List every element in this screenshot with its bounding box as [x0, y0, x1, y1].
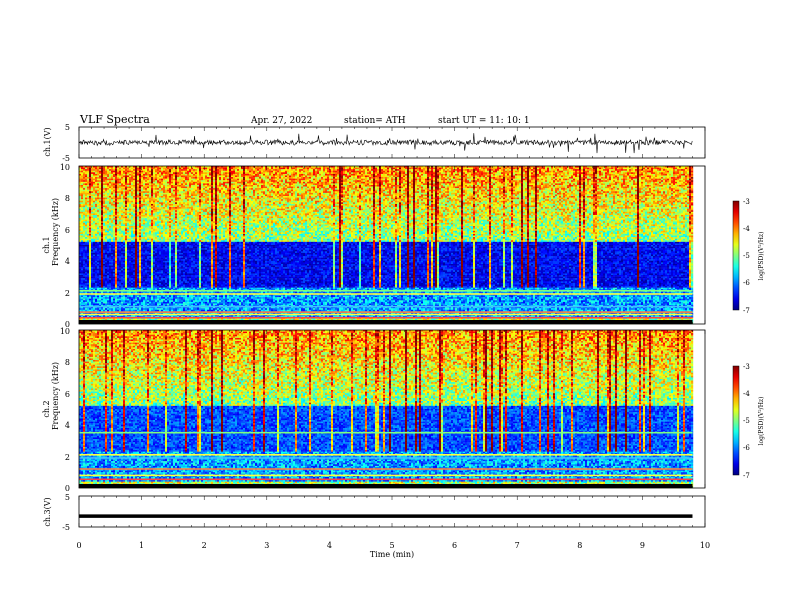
ch1-ytick-2: 2	[65, 289, 70, 298]
ch2-colorbar: -3 -4 -5 -6 -7 log(PSD)(V²/Hz)	[733, 363, 765, 480]
ch1-ylabel: ch.1(V)	[43, 127, 52, 156]
station-label: station= ATH	[344, 116, 406, 126]
xtick-label-6: 6	[452, 541, 457, 550]
ch1-cbar-tick-minus5: -5	[743, 252, 750, 260]
ch1-colorbar-scale	[733, 201, 739, 310]
ch1-frequency-label: Frequency (kHz)	[51, 198, 60, 266]
ch1-cbar-tick-minus3: -3	[743, 198, 750, 206]
ch1-spectrogram-panel: 10 8 6 4 2 0 ch.1 Frequency (kHz)	[42, 163, 705, 329]
ch2-frequency-label: Frequency (kHz)	[51, 362, 60, 430]
ch1-colorbar: -3 -4 -5 -6 -7 log(PSD)(V²/Hz)	[733, 198, 765, 315]
ch2-cbar-tick-minus3: -3	[743, 363, 750, 371]
ch2-cbar-tick-minus4: -4	[743, 390, 750, 398]
ch3-waveform-frame	[79, 496, 705, 527]
ch3-ylabel: ch.3(V)	[43, 497, 52, 526]
ch1-ytick-8: 8	[65, 194, 70, 203]
ch1-waveform-panel: 5 -5 ch.1(V)	[43, 123, 705, 163]
ch1-waveform-trace	[79, 133, 692, 153]
ch2-colorbar-scale	[733, 366, 739, 475]
xtick-label-10: 10	[700, 541, 710, 550]
ch2-cbar-tick-minus6: -6	[743, 444, 750, 452]
xtick-label-8: 8	[577, 541, 582, 550]
ch2-ytick-4: 4	[65, 421, 70, 430]
xtick-label-4: 4	[327, 541, 332, 550]
xtick-label-7: 7	[515, 541, 520, 550]
ch2-ytick-10: 10	[60, 327, 70, 336]
x-axis-label: Time (min)	[370, 550, 414, 559]
ch2-colorbar-label: log(PSD)(V²/Hz)	[758, 397, 765, 446]
ch1-ytick-4: 4	[65, 257, 70, 266]
start-time-label: start UT = 11: 10: 1	[438, 116, 530, 126]
ch2-ytick-8: 8	[65, 358, 70, 367]
xtick-label-9: 9	[640, 541, 645, 550]
ch1-ytick-bottom: -5	[62, 154, 70, 163]
ch2-ytick-0: 0	[65, 484, 70, 493]
ch1-cbar-tick-minus6: -6	[743, 279, 750, 287]
xtick-label-0: 0	[76, 541, 81, 550]
ch1-ytick-top: 5	[65, 123, 70, 132]
ch3-waveform-panel: 5 -5 ch.3(V)	[43, 493, 705, 532]
ch2-channel-label: ch.2	[42, 400, 51, 417]
xtick-label-3: 3	[264, 541, 269, 550]
ch2-ytick-2: 2	[65, 453, 70, 462]
date-label: Apr. 27, 2022	[250, 116, 312, 126]
xtick-label-1: 1	[139, 541, 144, 550]
figure-title: VLF Spectra	[79, 113, 150, 126]
xtick-label-5: 5	[389, 541, 394, 550]
ch1-ytick-6: 6	[65, 226, 70, 235]
ch1-spectrogram-image	[79, 166, 693, 324]
ch1-channel-label: ch.1	[42, 236, 51, 253]
ch3-ytick-bottom: -5	[62, 523, 70, 532]
ch2-ytick-6: 6	[65, 390, 70, 399]
ch1-cbar-tick-minus7: -7	[743, 307, 750, 315]
ch1-colorbar-label: log(PSD)(V²/Hz)	[758, 232, 765, 281]
time-axis: 0 1 2 3 4 5 6 7 8 9 10 Time (min)	[76, 541, 710, 559]
xtick-label-2: 2	[202, 541, 207, 550]
ch2-spectrogram-panel: 10 8 6 4 2 0 ch.2 Frequency (kHz)	[42, 327, 705, 493]
ch1-cbar-tick-minus4: -4	[743, 225, 750, 233]
ch1-ytick-10: 10	[60, 163, 70, 172]
ch3-ytick-top: 5	[65, 493, 70, 502]
ch2-spectrogram-image	[79, 330, 693, 488]
ch2-cbar-tick-minus7: -7	[743, 472, 750, 480]
ch2-cbar-tick-minus5: -5	[743, 417, 750, 425]
